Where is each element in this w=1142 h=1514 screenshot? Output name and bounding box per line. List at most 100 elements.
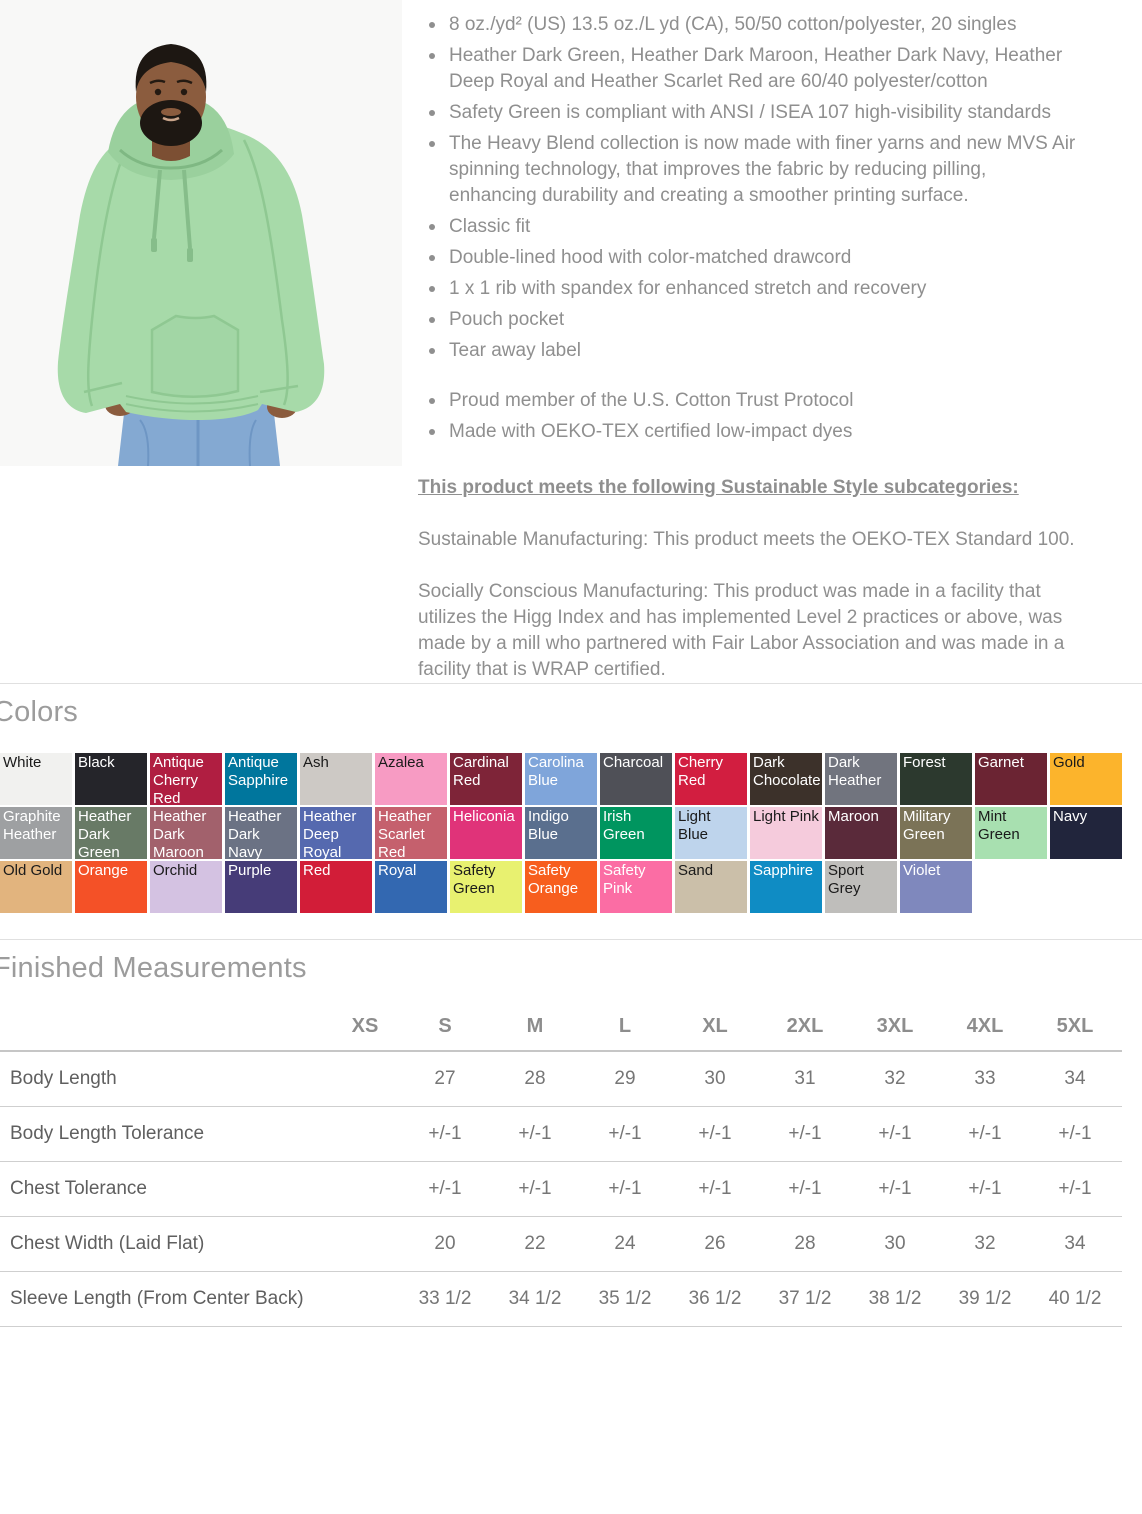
color-swatch-heather-dark-navy[interactable]: Heather Dark Navy [225,807,297,859]
color-swatch-indigo-blue[interactable]: Indigo Blue [525,807,597,859]
color-swatch-garnet[interactable]: Garnet [975,753,1047,805]
measurement-value: +/-1 [878,1123,912,1144]
sustainable-style-heading: This product meets the following Sustain… [418,477,1019,498]
color-swatch-heather-dark-maroon[interactable]: Heather Dark Maroon [150,807,222,859]
measurement-value: +/-1 [608,1123,642,1144]
color-swatch-purple[interactable]: Purple [225,861,297,913]
measurement-value: 30 [884,1233,906,1254]
measurement-value: 20 [434,1233,456,1254]
color-swatch-cherry-red[interactable]: Cherry Red [675,753,747,805]
measurement-value: 34 [1064,1068,1086,1089]
color-swatch-charcoal[interactable]: Charcoal [600,753,672,805]
feature-bullet: Tear away label [418,338,1078,364]
color-swatch-gold[interactable]: Gold [1050,753,1122,805]
color-swatch-heather-scarlet-red[interactable]: Heather Scarlet Red [375,807,447,859]
measurement-row-label: Chest Tolerance [10,1178,147,1199]
color-swatch-orchid[interactable]: Orchid [150,861,222,913]
feature-bullet: 8 oz./yd² (US) 13.5 oz./L yd (CA), 50/50… [418,12,1078,38]
feature-bullet-list: 8 oz./yd² (US) 13.5 oz./L yd (CA), 50/50… [418,12,1078,364]
color-swatch-heather-dark-green[interactable]: Heather Dark Green [75,807,147,859]
measurement-row-label: Sleeve Length (From Center Back) [10,1288,304,1309]
size-column-header-5xl: 5XL [1056,1015,1094,1037]
color-swatch-old-gold[interactable]: Old Gold [0,861,72,913]
section-divider [0,683,1142,684]
color-swatch-military-green[interactable]: Military Green [900,807,972,859]
measurement-value: 34 1/2 [508,1288,562,1309]
measurement-row-label: Chest Width (Laid Flat) [10,1233,205,1254]
color-swatch-safety-green[interactable]: Safety Green [450,861,522,913]
color-swatch-mint-green[interactable]: Mint Green [975,807,1047,859]
measurement-value: 28 [794,1233,816,1254]
size-column-header-4xl: 4XL [966,1015,1004,1037]
color-swatch-forest[interactable]: Forest [900,753,972,805]
size-column-header-m: M [526,1015,544,1037]
product-detail-page: 8 oz./yd² (US) 13.5 oz./L yd (CA), 50/50… [0,0,1142,1327]
measurement-value: 32 [884,1068,906,1089]
color-swatch-orange[interactable]: Orange [75,861,147,913]
measurement-value: +/-1 [518,1123,552,1144]
colors-section-title: Colors [0,696,78,728]
measurement-value: +/-1 [518,1178,552,1199]
size-column-header-xl: XL [702,1015,728,1037]
color-swatch-sand[interactable]: Sand [675,861,747,913]
measurement-value: 40 1/2 [1048,1288,1102,1309]
color-swatch-safety-orange[interactable]: Safety Orange [525,861,597,913]
product-features: 8 oz./yd² (US) 13.5 oz./L yd (CA), 50/50… [418,0,1078,683]
measurement-value: 35 1/2 [598,1288,652,1309]
measurement-value: 29 [614,1068,636,1089]
color-swatch-red[interactable]: Red [300,861,372,913]
color-swatch-dark-chocolate[interactable]: Dark Chocolate [750,753,822,805]
measurement-value: 27 [434,1068,456,1089]
product-photo[interactable] [0,0,402,467]
measurement-value: 36 1/2 [688,1288,742,1309]
measurement-value: +/-1 [428,1178,462,1199]
certification-bullet: Made with OEKO-TEX certified low-impact … [418,419,1078,445]
measurement-value: 24 [614,1233,636,1254]
measurement-value: +/-1 [968,1178,1002,1199]
color-swatch-white[interactable]: White [0,753,72,805]
product-overview: 8 oz./yd² (US) 13.5 oz./L yd (CA), 50/50… [0,0,1142,683]
color-swatch-graphite-heather[interactable]: Graphite Heather [0,807,72,859]
color-swatch-cardinal-red[interactable]: Cardinal Red [450,753,522,805]
measurement-value: 38 1/2 [868,1288,922,1309]
measurement-row-body-length: Body Length 27 28 29 30 31 32 33 34 [0,1050,1122,1106]
measurement-value: +/-1 [1058,1123,1092,1144]
measurement-value: +/-1 [788,1178,822,1199]
measurement-value: +/-1 [968,1123,1002,1144]
measurement-value: +/-1 [608,1178,642,1199]
measurement-row-chest-tolerance: Chest Tolerance +/-1 +/-1 +/-1 +/-1 +/-1 +/-1 +… [0,1161,1122,1216]
color-swatch-light-pink[interactable]: Light Pink [750,807,822,859]
feature-bullet: 1 x 1 rib with spandex for enhanced stre… [418,276,1078,302]
color-swatch-dark-heather[interactable]: Dark Heather [825,753,897,805]
color-swatch-heliconia[interactable]: Heliconia [450,807,522,859]
measurement-value: 28 [524,1068,546,1089]
color-swatch-carolina-blue[interactable]: Carolina Blue [525,753,597,805]
feature-bullet: Pouch pocket [418,307,1078,333]
color-swatch-royal[interactable]: Royal [375,861,447,913]
color-swatch-light-blue[interactable]: Light Blue [675,807,747,859]
measurement-row-sleeve-length-from-center-back-: Sleeve Length (From Center Back) 33 1/2 34… [0,1271,1122,1326]
measurement-value: +/-1 [698,1178,732,1199]
feature-bullet: Classic fit [418,214,1078,240]
measurement-row-label: Body Length Tolerance [10,1123,205,1144]
color-swatch-antique-sapphire[interactable]: Antique Sapphire [225,753,297,805]
feature-bullet: Heather Dark Green, Heather Dark Maroon,… [418,43,1078,95]
feature-bullet: Double-lined hood with color-matched dra… [418,245,1078,271]
color-swatch-antique-cherry-red[interactable]: Antique Cherry Red [150,753,222,805]
color-swatch-ash[interactable]: Ash [300,753,372,805]
feature-bullet: Safety Green is compliant with ANSI / IS… [418,100,1078,126]
measurement-value: 33 [974,1068,996,1089]
color-swatch-sapphire[interactable]: Sapphire [750,861,822,913]
color-swatch-irish-green[interactable]: Irish Green [600,807,672,859]
color-swatch-violet[interactable]: Violet [900,861,972,913]
color-swatch-heather-deep-royal[interactable]: Heather Deep Royal [300,807,372,859]
color-swatch-sport-grey[interactable]: Sport Grey [825,861,897,913]
color-swatch-navy[interactable]: Navy [1050,807,1122,859]
color-swatch-black[interactable]: Black [75,753,147,805]
size-column-header-xs: XS [351,1015,379,1037]
color-swatch-azalea[interactable]: Azalea [375,753,447,805]
certification-bullet-list: Proud member of the U.S. Cotton Trust Pr… [418,388,1078,445]
color-swatch-safety-pink[interactable]: Safety Pink [600,861,672,913]
certification-bullet: Proud member of the U.S. Cotton Trust Pr… [418,388,1078,414]
color-swatch-maroon[interactable]: Maroon [825,807,897,859]
